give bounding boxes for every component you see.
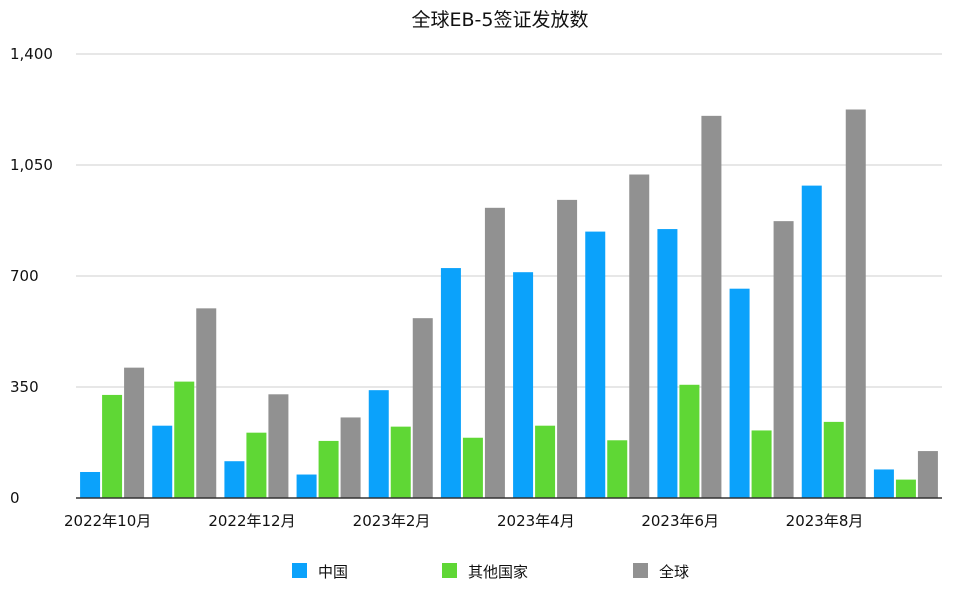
bar-中国-2022年12月 <box>224 461 245 498</box>
legend-label: 全球 <box>659 563 689 581</box>
bar-全球-2022年12月 <box>268 394 289 498</box>
legend-swatch <box>633 563 648 578</box>
y-tick-label: 350 <box>10 378 39 396</box>
bar-中国-2023年6月 <box>657 229 678 498</box>
bar-全球-2023年4月 <box>557 199 578 498</box>
bar-其他国家-2022年12月 <box>246 432 267 498</box>
bar-中国-2023年2月 <box>368 390 389 498</box>
bar-中国-2023年1月 <box>296 474 317 498</box>
bar-全球-2023年9月 <box>917 451 938 498</box>
legend-swatch <box>442 563 457 578</box>
bar-其他国家-2022年10月 <box>102 394 123 498</box>
bar-其他国家-2023年9月 <box>895 479 916 498</box>
bar-其他国家-2023年5月 <box>607 440 628 498</box>
x-tick-label: 2023年6月 <box>641 512 719 530</box>
y-axis-ticks: 0 350 700 1,050 1,400 <box>10 45 53 507</box>
bar-中国-2023年9月 <box>873 469 894 498</box>
bar-全球-2023年7月 <box>773 221 794 499</box>
bar-全球-2023年8月 <box>845 109 866 498</box>
legend: 中国 其他国家 全球 <box>292 563 689 581</box>
bar-全球-2023年3月 <box>484 207 505 499</box>
y-tick-label: 0 <box>10 489 20 507</box>
x-tick-label: 2022年10月 <box>64 512 151 530</box>
bar-中国-2023年7月 <box>729 288 750 498</box>
x-tick-label: 2023年4月 <box>497 512 575 530</box>
bar-中国-2022年10月 <box>80 471 101 498</box>
x-axis-ticks: 2022年10月 2022年12月 2023年2月 2023年4月 2023年6月 202… <box>64 512 863 530</box>
bar-中国-2022年11月 <box>152 425 173 498</box>
bar-全球-2023年5月 <box>629 174 650 498</box>
legend-swatch <box>292 563 307 578</box>
bar-其他国家-2023年8月 <box>823 421 844 498</box>
x-tick-label: 2023年8月 <box>786 512 864 530</box>
bar-中国-2023年4月 <box>513 272 534 498</box>
gridlines <box>76 53 942 388</box>
x-tick-label: 2023年2月 <box>353 512 431 530</box>
bar-其他国家-2023年1月 <box>318 440 339 498</box>
bar-中国-2023年8月 <box>801 185 822 498</box>
bar-中国-2023年3月 <box>440 268 461 498</box>
bar-中国-2023年5月 <box>585 231 606 498</box>
legend-label: 中国 <box>318 563 348 581</box>
bar-全球-2022年10月 <box>124 367 145 498</box>
bar-全球-2023年6月 <box>701 115 722 498</box>
bar-其他国家-2023年6月 <box>679 384 700 498</box>
bar-全球-2023年2月 <box>412 318 433 498</box>
bar-其他国家-2023年7月 <box>751 430 772 498</box>
bars <box>80 109 938 499</box>
bar-全球-2023年1月 <box>340 417 361 498</box>
bar-其他国家-2022年11月 <box>174 381 195 498</box>
bar-全球-2022年11月 <box>196 308 217 498</box>
legend-label: 其他国家 <box>468 563 528 581</box>
chart-title: 全球EB-5签证发放数 <box>412 9 589 31</box>
bar-其他国家-2023年2月 <box>390 426 411 498</box>
y-tick-label: 700 <box>10 267 39 285</box>
y-tick-label: 1,400 <box>10 45 53 63</box>
x-tick-label: 2022年12月 <box>208 512 295 530</box>
y-tick-label: 1,050 <box>10 156 53 174</box>
bar-其他国家-2023年3月 <box>462 437 483 498</box>
bar-其他国家-2023年4月 <box>535 425 556 498</box>
